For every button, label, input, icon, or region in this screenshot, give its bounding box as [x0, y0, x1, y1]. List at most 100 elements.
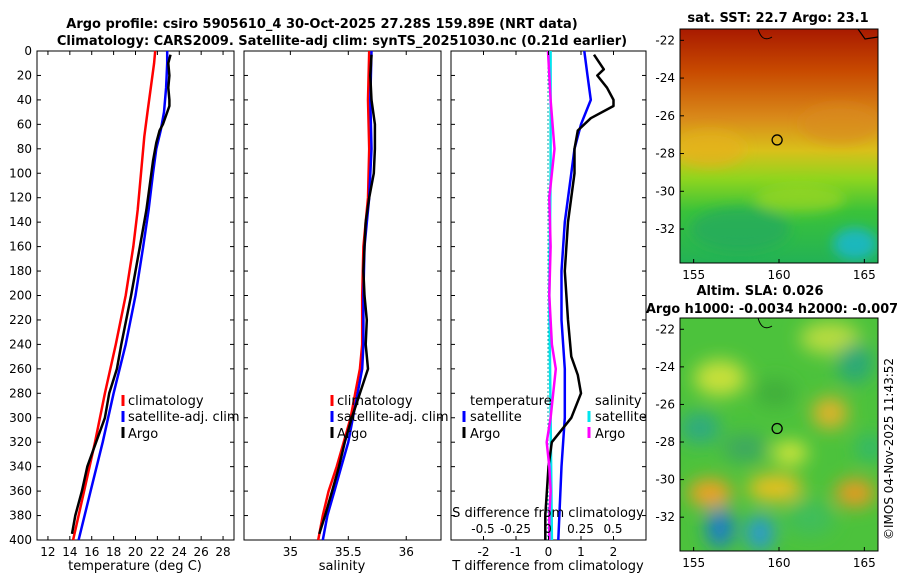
- argo-line: [318, 54, 377, 535]
- lat-tick-label: -22: [655, 33, 675, 47]
- legend-argo-label: Argo: [337, 427, 367, 442]
- y-tick-label: 100: [9, 166, 32, 180]
- imos-timestamp: ©IMOS 04-Nov-2025 11:43:52: [882, 358, 896, 540]
- sst-heatmap: [680, 29, 878, 263]
- y-tick-label: 160: [9, 240, 32, 254]
- y-tick-label: 320: [9, 435, 32, 449]
- lat-tick-label: -32: [655, 510, 675, 524]
- legend-s-satellite-label: satellite: [595, 410, 647, 425]
- x-tick-label: 2: [610, 545, 618, 559]
- legend-temperature-title: temperature: [470, 394, 552, 409]
- figure-title-line2: Climatology: CARS2009. Satellite-adj cli…: [57, 34, 627, 49]
- t-satellite-line: [557, 50, 593, 541]
- salinity-legend: climatology satellite-adj. clim Argo: [330, 394, 449, 442]
- y-tick-label: 40: [17, 93, 32, 107]
- temperature-panel: 0 20 40 60 80 100 120 140 160 180 200 220 240 260 280 3…: [9, 44, 240, 574]
- y-tick-label: 280: [9, 386, 32, 400]
- x-tick-label: -2: [478, 545, 490, 559]
- x-tick-label: 36: [399, 545, 414, 559]
- x-tick-label: 0: [545, 545, 553, 559]
- coastline: [757, 318, 773, 329]
- legend-s-argo-label: Argo: [595, 427, 625, 442]
- lat-tick-label: -26: [655, 397, 675, 411]
- s-tick-label: -0.5: [471, 522, 494, 536]
- satellite-line: [77, 51, 169, 541]
- satellite-line: [321, 50, 373, 541]
- x-tick-label: 22: [150, 545, 165, 559]
- lat-tick-label: -30: [655, 473, 675, 487]
- salinity-panel: 35 35.5 36 salinity climatology satellite-…: [243, 50, 449, 574]
- y-tick-label: 0: [24, 44, 32, 58]
- lon-tick-label: 165: [853, 268, 876, 282]
- sla-map-panel: Altim. SLA: 0.026 Argo h1000: -0.0034 h2…: [646, 284, 898, 570]
- y-tick-label: 80: [17, 142, 32, 156]
- y-tick-label: 120: [9, 191, 32, 205]
- climatology-line: [71, 50, 157, 541]
- s-tick-label: 0.25: [567, 522, 594, 536]
- sst-field-features: [680, 104, 878, 260]
- x-tick-label: 26: [194, 545, 209, 559]
- figure-title-line1: Argo profile: csiro 5905610_4 30-Oct-202…: [66, 17, 577, 32]
- lat-tick-label: -26: [655, 109, 675, 123]
- legend-argo-label: Argo: [128, 427, 158, 442]
- lat-tick-label: -28: [655, 435, 675, 449]
- salinity-xlabel: salinity: [319, 559, 366, 574]
- y-tick-label: 240: [9, 337, 32, 351]
- legend-t-satellite-label: satellite: [470, 410, 522, 425]
- s-argo-line: [545, 50, 558, 540]
- lat-tick-label: -28: [655, 147, 675, 161]
- lon-tick-label: 160: [768, 268, 791, 282]
- x-tick-label: -1: [510, 545, 522, 559]
- y-tick-label: 300: [9, 411, 32, 425]
- lat-tick-label: -24: [655, 360, 675, 374]
- sst-map-panel: sat. SST: 22.7 Argo: 23.1: [655, 11, 879, 282]
- s-tick-label: -0.25: [500, 522, 531, 536]
- lat-tick-label: -30: [655, 184, 675, 198]
- y-tick-label: 400: [9, 533, 32, 547]
- y-tick-label: 220: [9, 313, 32, 327]
- argo-line: [70, 54, 172, 535]
- legend-satellite-label: satellite-adj. clim: [128, 410, 240, 425]
- t-argo-line: [544, 54, 615, 540]
- argo-location-marker: [771, 134, 783, 146]
- y-tick-label: 20: [17, 68, 32, 82]
- s-tick-label: 0: [544, 522, 552, 536]
- x-tick-label: 14: [62, 545, 77, 559]
- x-tick-label: 18: [106, 545, 121, 559]
- difference-legend: temperature satellite Argo salinity sate…: [462, 394, 647, 442]
- coastline: [857, 29, 878, 40]
- y-tick-label: 360: [9, 484, 32, 498]
- s-tick-label: 0.5: [603, 522, 622, 536]
- legend-t-argo-label: Argo: [470, 427, 500, 442]
- s-diff-label: S difference from climatology: [452, 506, 644, 521]
- x-tick-label: 16: [84, 545, 99, 559]
- x-tick-label: 24: [172, 545, 187, 559]
- x-tick-label: 12: [40, 545, 55, 559]
- x-tick-label: 35: [283, 545, 298, 559]
- x-tick-label: 28: [215, 545, 230, 559]
- temperature-legend: climatology satellite-adj. clim Argo: [121, 394, 240, 442]
- legend-climatology-label: climatology: [128, 394, 204, 409]
- lon-tick-label: 160: [768, 556, 791, 570]
- y-tick-label: 340: [9, 460, 32, 474]
- legend-salinity-title: salinity: [595, 394, 642, 409]
- climatology-line: [316, 50, 371, 541]
- y-tick-label: 380: [9, 509, 32, 523]
- sst-map-title: sat. SST: 22.7 Argo: 23.1: [687, 11, 868, 26]
- lon-tick-label: 165: [853, 556, 876, 570]
- temperature-xlabel: temperature (deg C): [68, 559, 202, 574]
- legend-satellite-label: satellite-adj. clim: [337, 410, 449, 425]
- y-tick-label: 140: [9, 215, 32, 229]
- x-tick-label: 1: [577, 545, 585, 559]
- sla-map-title-line2: Argo h1000: -0.0034 h2000: -0.007: [646, 302, 898, 317]
- sla-heatmap: [680, 318, 878, 551]
- y-tick-label: 260: [9, 362, 32, 376]
- lat-tick-label: -24: [655, 71, 675, 85]
- lon-tick-label: 155: [682, 268, 705, 282]
- y-tick-label: 200: [9, 289, 32, 303]
- x-tick-label: 20: [128, 545, 143, 559]
- argo-location-marker: [771, 422, 783, 435]
- legend-climatology-label: climatology: [337, 394, 413, 409]
- coastline: [757, 29, 773, 40]
- t-diff-xlabel: T difference from climatology: [451, 559, 644, 574]
